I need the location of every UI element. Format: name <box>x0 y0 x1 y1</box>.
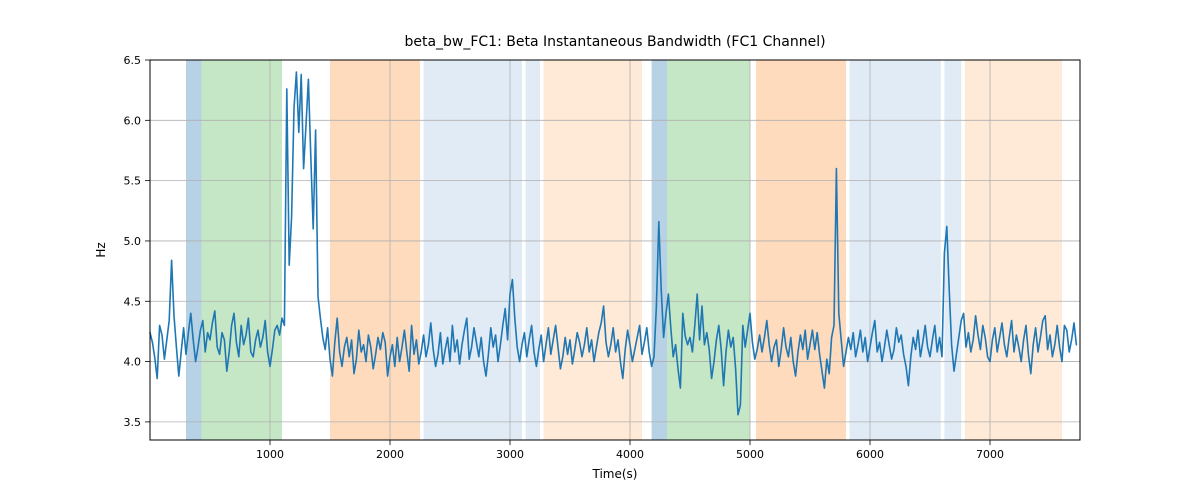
highlight-span-0 <box>186 60 202 440</box>
y-tick-label: 5.5 <box>124 175 142 188</box>
highlight-span-4 <box>526 60 540 440</box>
y-axis-label: Hz <box>94 242 108 257</box>
highlight-span-8 <box>756 60 846 440</box>
chart-container: 1000 2000 3000 4000 5000 6000 7000 3.5 4.0 4.5 5.0… <box>0 0 1200 500</box>
x-tick-label: 1000 <box>256 448 284 461</box>
y-tick-label: 6.0 <box>124 114 142 127</box>
x-tick-label: 7000 <box>976 448 1004 461</box>
chart-svg: 1000 2000 3000 4000 5000 6000 7000 3.5 4.0 4.5 5.0… <box>0 0 1200 500</box>
highlight-span-9 <box>850 60 941 440</box>
x-tick-label: 3000 <box>496 448 524 461</box>
highlight-span-3 <box>424 60 522 440</box>
x-tick-label: 5000 <box>736 448 764 461</box>
x-axis-label: Time(s) <box>592 467 638 481</box>
highlight-span-5 <box>544 60 642 440</box>
y-tick-label: 4.5 <box>124 295 142 308</box>
x-tick-label: 6000 <box>856 448 884 461</box>
chart-title: beta_bw_FC1: Beta Instantaneous Bandwidt… <box>404 34 825 50</box>
y-tick-label: 4.0 <box>124 356 142 369</box>
y-tick-label: 6.5 <box>124 54 142 67</box>
highlight-span-11 <box>965 60 1062 440</box>
highlight-span-2 <box>330 60 420 440</box>
y-tick-label: 5.0 <box>124 235 142 248</box>
x-tick-label: 4000 <box>616 448 644 461</box>
y-tick-label: 3.5 <box>124 416 142 429</box>
x-tick-label: 2000 <box>376 448 404 461</box>
